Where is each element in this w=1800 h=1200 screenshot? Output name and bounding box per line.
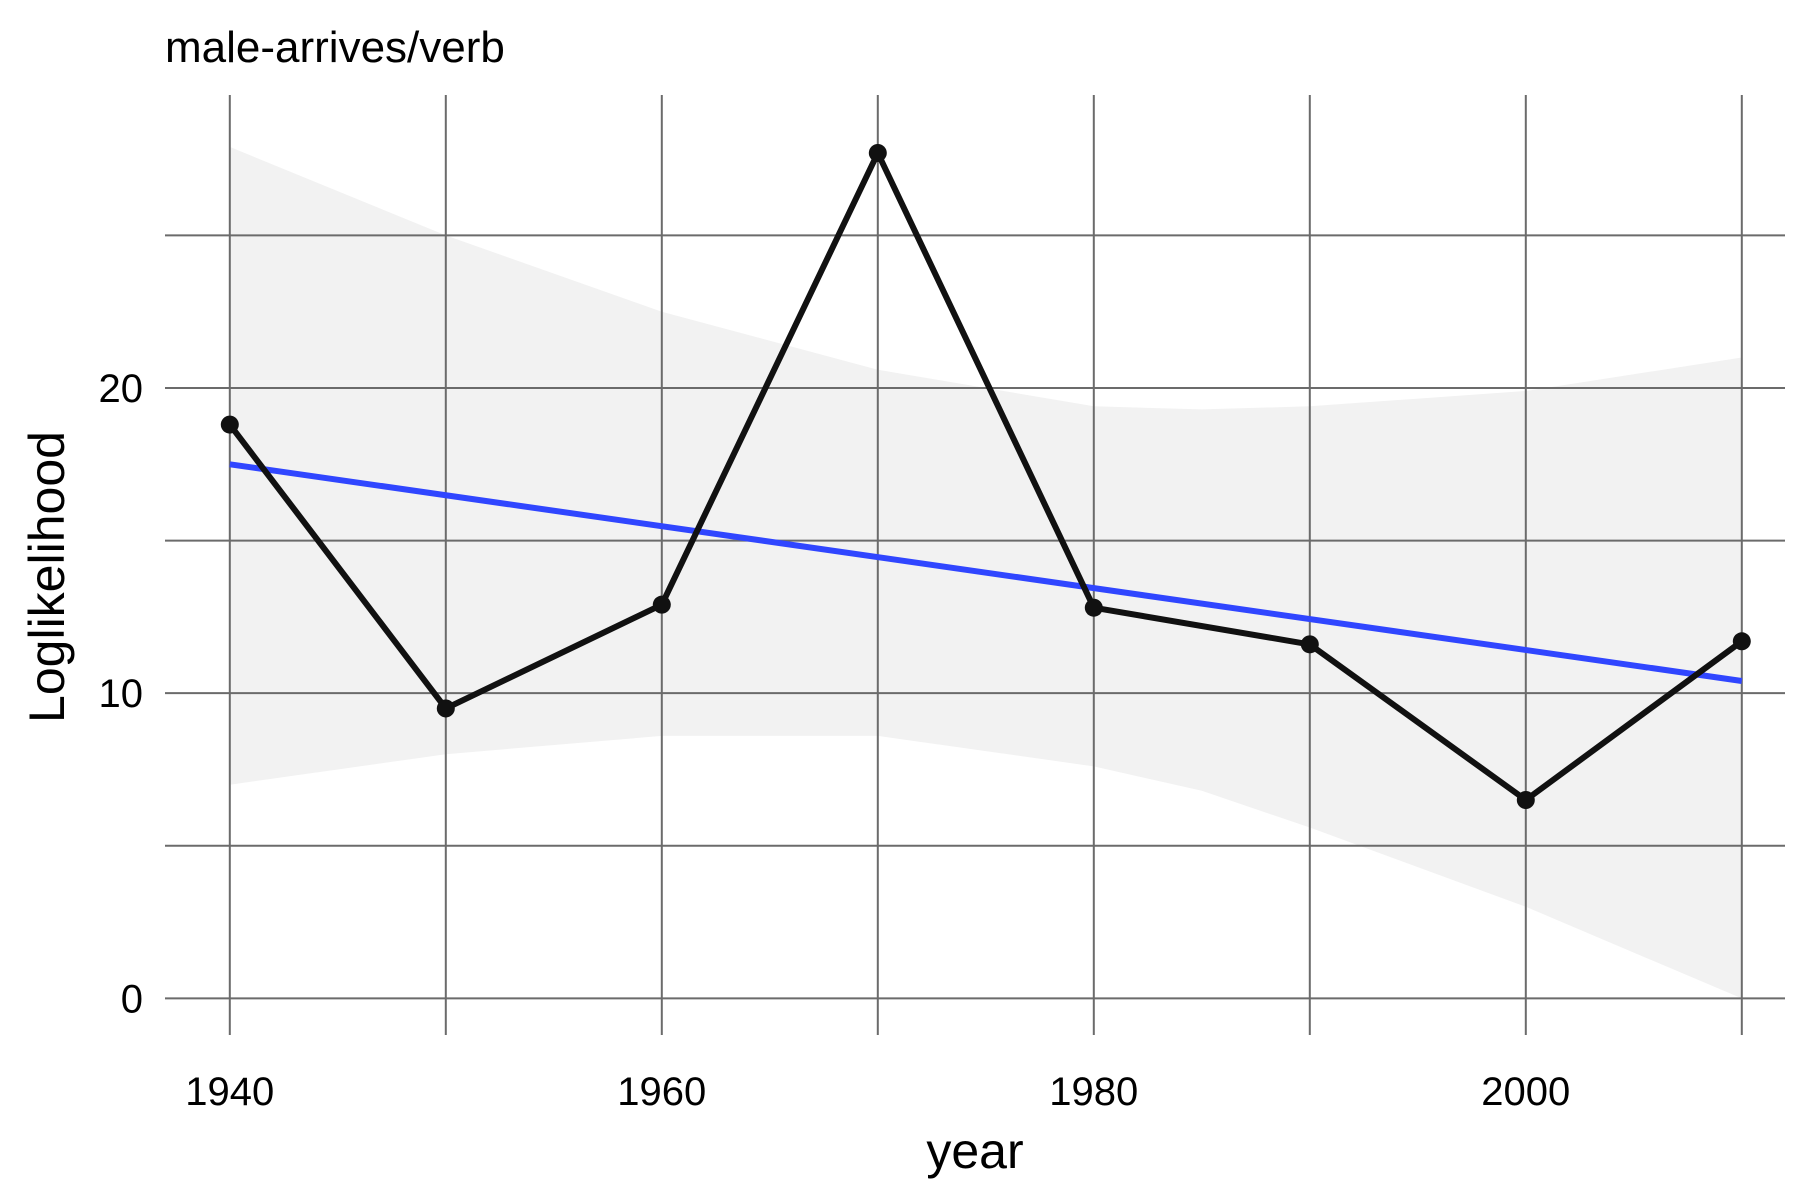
x-tick-label: 1940 (185, 1070, 274, 1114)
x-tick-label: 1960 (617, 1070, 706, 1114)
x-axis-title: year (926, 1123, 1023, 1179)
x-axis-ticks: 1940 1960 1980 2000 (185, 1070, 1570, 1114)
data-point (220, 415, 239, 434)
data-point (1084, 598, 1103, 617)
chart-title: male-arrives/verb (165, 23, 505, 72)
data-point (1300, 635, 1319, 654)
data-point (1732, 632, 1751, 651)
x-tick-label: 2000 (1481, 1070, 1570, 1114)
data-point (868, 143, 887, 162)
data-point (1516, 791, 1535, 809)
y-axis-title: Loglikelihood (19, 431, 75, 723)
series-line (227, 150, 1744, 803)
y-axis-ticks: 0 10 20 (99, 367, 144, 1021)
y-tick-label: 0 (121, 977, 143, 1021)
data-point (436, 699, 455, 718)
data-point (652, 595, 671, 614)
data-series (220, 143, 1751, 809)
y-tick-label: 10 (99, 672, 144, 716)
x-tick-label: 1980 (1049, 1070, 1138, 1114)
trend-line-path (229, 461, 1743, 684)
y-tick-label: 20 (99, 367, 144, 411)
trend-line (229, 461, 1743, 684)
